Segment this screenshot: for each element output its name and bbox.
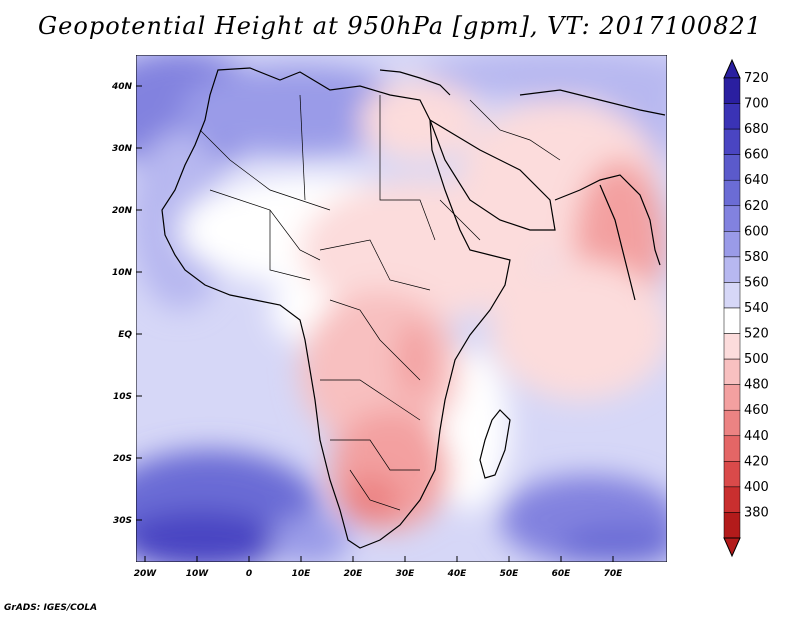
colorbar-swatch [723, 154, 741, 181]
colorbar-swatch [723, 307, 741, 334]
map-panel [136, 55, 667, 562]
colorbar-swatch [723, 256, 741, 283]
colorbar-label: 480 [744, 378, 769, 393]
colorbar-label: 580 [744, 250, 769, 265]
lat-label-20n: 20N [112, 206, 133, 216]
colorbar-bottom-arrow [723, 537, 741, 558]
colorbar-label: 460 [744, 403, 769, 418]
colorbar-swatch [723, 486, 741, 513]
colorbar-label: 420 [744, 454, 769, 469]
colorbar-label: 600 [744, 224, 769, 239]
lat-label-30s: 30S [113, 516, 132, 526]
colorbar-swatch [723, 333, 741, 360]
colorbar-label: 500 [744, 352, 769, 367]
grads-credit: GrADS: IGES/COLA [4, 603, 98, 613]
colorbar-swatch [723, 77, 741, 104]
colorbar-label: 680 [744, 122, 769, 137]
lon-label-30e: 30E [396, 569, 416, 579]
colorbar-swatch [723, 128, 741, 155]
colorbar-top-arrow [723, 58, 741, 79]
lon-label-20w: 20W [134, 569, 158, 579]
lat-label-30n: 30N [112, 144, 133, 154]
lon-label-50e: 50E [500, 569, 520, 579]
colorbar-swatch [723, 179, 741, 207]
colorbar-label: 560 [744, 275, 769, 290]
lon-label-10w: 10W [186, 569, 210, 579]
lat-label-eq: EQ [118, 330, 132, 340]
colorbar-swatch [723, 231, 741, 258]
colorbar-label: 540 [744, 301, 769, 316]
colorbar-label: 720 [744, 71, 769, 86]
colorbar-swatch [723, 461, 741, 488]
lon-axis: 20W 10W 0 10E 20E 30E 40E 50E 60E 70E [134, 556, 623, 579]
colorbar-label: 700 [744, 97, 769, 112]
colorbar-swatch [723, 205, 741, 232]
colorbar-label: 660 [744, 148, 769, 163]
colorbar-swatch [723, 384, 741, 411]
colorbar-swatch [723, 435, 741, 462]
lon-label-20e: 20E [344, 569, 364, 579]
colorbar-label: 380 [744, 505, 769, 520]
colorbar: 720 700 680 660 640 620 600 580 560 540 520 500 480 4… [723, 58, 769, 558]
colorbar-swatch [723, 282, 741, 309]
colorbar-swatch [723, 409, 741, 437]
colorbar-label: 640 [744, 173, 769, 188]
lon-label-40e: 40E [447, 569, 468, 579]
colorbar-label: 620 [744, 199, 769, 214]
colorbar-label: 440 [744, 429, 769, 444]
lat-axis: 40N 30N 20N 10N EQ 10S 20S 30S [111, 82, 142, 526]
lat-label-10s: 10S [113, 392, 132, 402]
lon-label-60e: 60E [552, 569, 572, 579]
lon-label-0: 0 [246, 569, 252, 579]
lat-label-20s: 20S [113, 454, 132, 464]
country-borders [199, 94, 561, 511]
colorbar-label: 400 [744, 480, 769, 495]
colorbar-swatch [723, 512, 741, 539]
colorbar-swatch [723, 358, 741, 385]
lon-label-10e: 10E [292, 569, 312, 579]
colorbar-swatch [723, 103, 741, 130]
coastlines [161, 67, 666, 549]
lon-label-70e: 70E [604, 569, 624, 579]
lat-label-10n: 10N [112, 268, 133, 278]
chart-title: Geopotential Height at 950hPa [gpm], VT:… [38, 12, 762, 40]
colorbar-label: 520 [744, 327, 769, 342]
lat-label-40n: 40N [111, 82, 133, 92]
